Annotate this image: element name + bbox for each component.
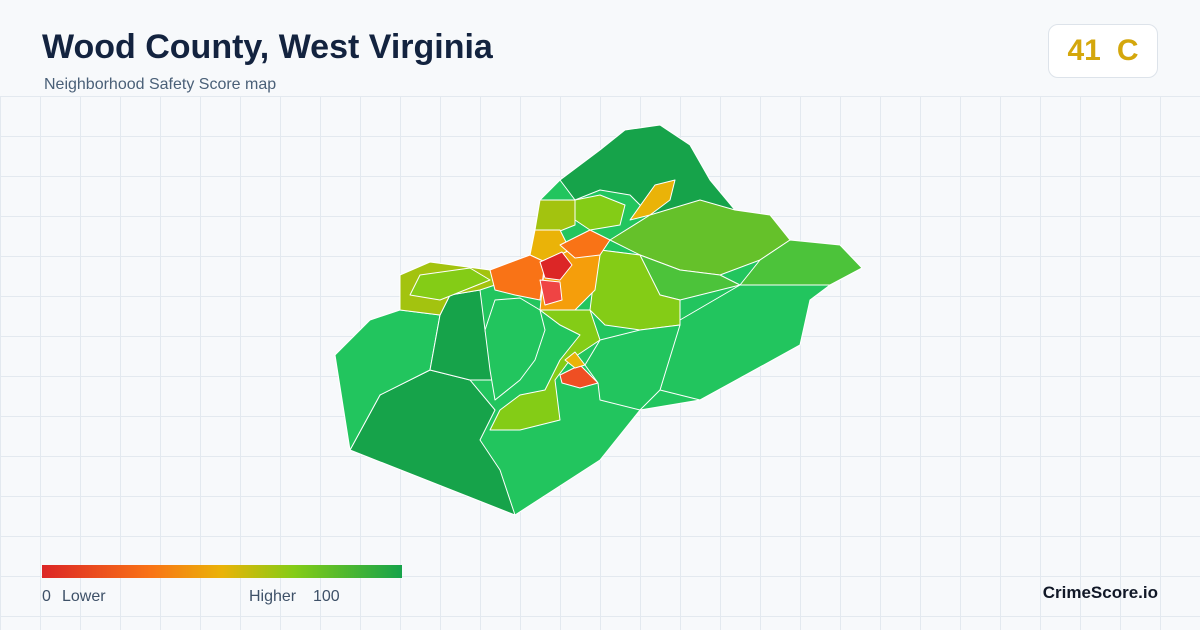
region bbox=[589, 249, 681, 331]
subtitle: Neighborhood Safety Score map bbox=[44, 76, 277, 93]
score-grade: C bbox=[1116, 34, 1139, 67]
legend-min: 0 bbox=[42, 588, 51, 605]
score-badge: 41 C bbox=[1048, 24, 1158, 78]
region bbox=[484, 297, 546, 401]
region bbox=[659, 284, 831, 401]
region bbox=[539, 251, 573, 281]
region bbox=[489, 309, 601, 431]
region bbox=[584, 324, 681, 411]
region bbox=[559, 229, 611, 259]
score-value: 41 bbox=[1067, 34, 1101, 67]
legend-min-label: Lower bbox=[62, 588, 106, 605]
brand: CrimeScore.io bbox=[1042, 583, 1158, 602]
region bbox=[629, 179, 676, 221]
legend-gradient bbox=[42, 565, 402, 578]
region bbox=[409, 267, 491, 301]
region bbox=[534, 199, 576, 236]
region bbox=[489, 254, 546, 301]
legend-max: 100 bbox=[313, 588, 340, 605]
region bbox=[539, 279, 563, 306]
legend-max-label: Higher bbox=[249, 588, 297, 605]
title: Wood County, West Virginia bbox=[42, 28, 493, 66]
